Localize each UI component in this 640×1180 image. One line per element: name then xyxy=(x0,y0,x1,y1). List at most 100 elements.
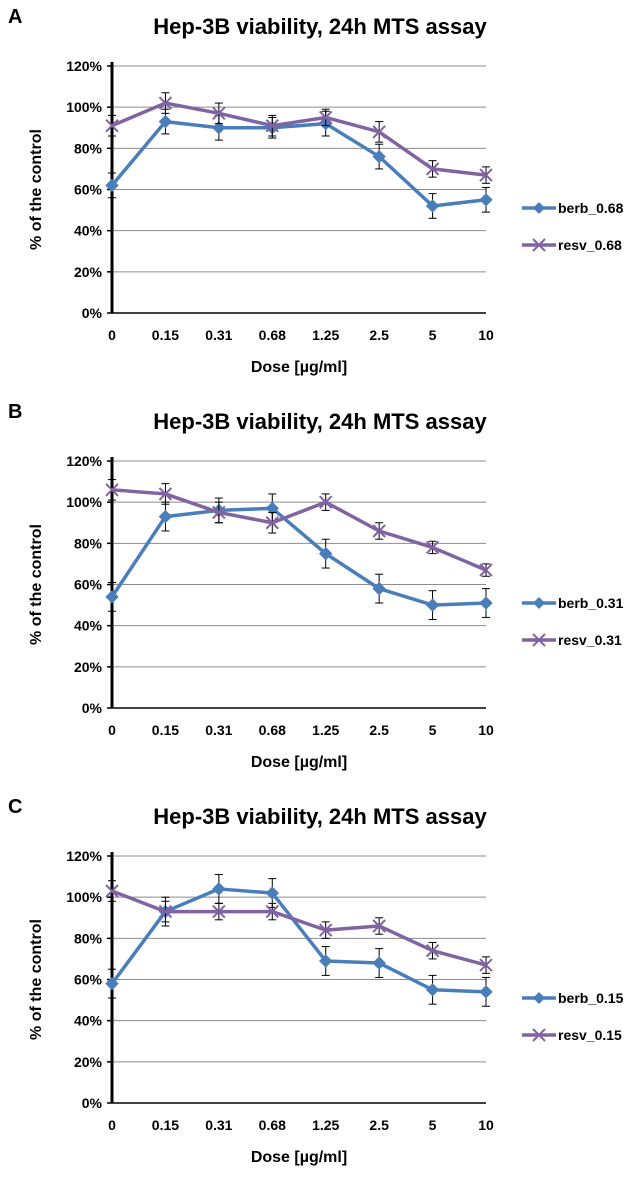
series-line xyxy=(111,889,487,967)
x-tick-label: 2.5 xyxy=(369,1117,389,1133)
data-point xyxy=(372,149,386,164)
y-tick-label: 120% xyxy=(66,453,102,469)
y-tick-label: 0% xyxy=(82,700,103,716)
y-tick-label: 20% xyxy=(74,264,103,280)
data-point xyxy=(319,923,333,937)
x-tick-label: 0.68 xyxy=(259,1117,286,1133)
x-tick-label: 1.25 xyxy=(312,722,339,738)
y-tick-label: 60% xyxy=(74,182,103,198)
data-point xyxy=(425,943,440,958)
x-axis-label: Dose [µg/ml] xyxy=(251,1149,347,1166)
data-point xyxy=(212,121,226,135)
chart-title: Hep-3B viability, 24h MTS assay xyxy=(153,14,487,39)
legend-marker xyxy=(533,202,545,214)
data-point xyxy=(265,904,279,919)
data-point xyxy=(425,199,440,213)
y-tick-label: 40% xyxy=(74,223,103,239)
chart-panel-a: A Hep-3B viability, 24h MTS assay 0% 20% 4… xyxy=(0,0,640,390)
legend-label: berb_0.68 xyxy=(558,200,624,216)
x-axis-label: Dose [µg/ml] xyxy=(251,754,347,771)
legend-label: resv_0.68 xyxy=(558,237,622,253)
data-point xyxy=(105,976,119,991)
x-tick-label: 1.25 xyxy=(312,1117,339,1133)
data-point xyxy=(105,178,119,193)
x-tick-label: 0 xyxy=(108,327,116,343)
y-tick-label: 100% xyxy=(66,494,102,510)
legend-label: berb_0.15 xyxy=(558,990,624,1006)
data-point xyxy=(265,118,279,133)
x-tick-label: 5 xyxy=(429,327,437,343)
x-tick-label: 5 xyxy=(429,722,437,738)
data-point xyxy=(372,125,386,139)
y-tick-label: 120% xyxy=(66,848,102,864)
data-point xyxy=(158,904,173,919)
data-point xyxy=(212,106,226,121)
data-point xyxy=(425,598,440,612)
chart-svg: 0% 20% 40% 60% 80% 100% 120% 0 0.15 0.31 0.68 1.25 2… xyxy=(28,58,624,376)
y-tick-label: 100% xyxy=(66,99,102,115)
data-point xyxy=(158,96,173,110)
data-point xyxy=(319,954,333,968)
x-tick-label: 0.15 xyxy=(152,722,179,738)
x-tick-label: 0.15 xyxy=(152,1117,179,1133)
data-point xyxy=(212,904,226,919)
y-axis-label: % of the control xyxy=(28,919,45,1040)
y-tick-label: 80% xyxy=(74,930,103,946)
data-point xyxy=(212,505,226,520)
y-tick-label: 20% xyxy=(74,1054,103,1070)
data-point xyxy=(372,524,386,538)
data-point xyxy=(105,118,119,133)
series-line xyxy=(110,119,487,208)
chart-panel-b: B Hep-3B viability, 24h MTS assay 0% 20% 4… xyxy=(0,395,640,785)
y-tick-label: 0% xyxy=(82,305,103,321)
chart-panel-c: C Hep-3B viability, 24h MTS assay 0% 20% 4… xyxy=(0,790,640,1180)
series-line xyxy=(110,506,487,607)
chart-svg: 0% 20% 40% 60% 80% 100% 120% 0 0.15 0.31 0.68 1.25 2… xyxy=(28,848,624,1166)
y-tick-label: 40% xyxy=(74,1013,103,1029)
y-tick-label: 60% xyxy=(74,577,103,593)
y-tick-label: 40% xyxy=(74,618,103,634)
x-tick-label: 1.25 xyxy=(312,327,339,343)
data-point xyxy=(372,919,386,933)
series-line xyxy=(111,488,487,572)
legend-marker xyxy=(533,597,545,609)
y-tick-label: 80% xyxy=(74,535,103,551)
y-axis-label: % of the control xyxy=(28,524,45,645)
data-point xyxy=(479,985,493,999)
chart-title: Hep-3B viability, 24h MTS assay xyxy=(153,409,487,434)
x-tick-label: 0.15 xyxy=(152,327,179,343)
x-tick-label: 0.68 xyxy=(259,327,286,343)
data-point xyxy=(425,540,440,555)
legend-marker xyxy=(532,238,546,252)
data-point xyxy=(105,884,119,898)
x-tick-label: 5 xyxy=(429,1117,437,1133)
x-tick-label: 0 xyxy=(108,722,116,738)
y-tick-label: 0% xyxy=(82,1095,103,1111)
panel-letter: B xyxy=(8,401,23,423)
data-point xyxy=(479,958,493,972)
x-tick-label: 2.5 xyxy=(369,722,389,738)
x-tick-label: 0.31 xyxy=(205,1117,232,1133)
data-point xyxy=(265,516,279,530)
chart-svg: 0% 20% 40% 60% 80% 100% 120% 0 0.15 0.31 0.68 1.25 2… xyxy=(28,453,624,771)
panel-letter: C xyxy=(8,796,23,818)
data-point xyxy=(105,590,119,604)
x-tick-label: 10 xyxy=(478,1117,494,1133)
legend-marker xyxy=(532,633,546,647)
x-tick-label: 2.5 xyxy=(369,327,389,343)
x-tick-label: 0.31 xyxy=(205,722,232,738)
x-tick-label: 0 xyxy=(108,1117,116,1133)
series-line xyxy=(110,887,487,994)
y-tick-label: 20% xyxy=(74,659,103,675)
data-point xyxy=(319,546,333,561)
series-line xyxy=(111,101,487,177)
legend-label: berb_0.31 xyxy=(558,595,624,611)
x-axis-label: Dose [µg/ml] xyxy=(251,359,347,376)
x-tick-label: 10 xyxy=(478,722,494,738)
y-tick-label: 80% xyxy=(74,140,103,156)
legend-marker xyxy=(533,992,545,1004)
data-point xyxy=(479,563,493,577)
data-point xyxy=(105,483,119,497)
data-point xyxy=(158,509,173,524)
y-tick-label: 100% xyxy=(66,889,102,905)
